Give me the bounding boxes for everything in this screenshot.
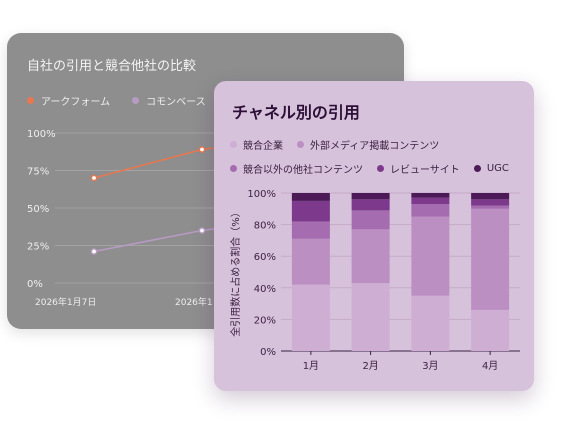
data-point — [198, 227, 206, 234]
series-line — [93, 225, 233, 253]
bar-segment — [351, 283, 390, 351]
bar-segment — [471, 193, 510, 200]
bar-segment — [291, 221, 330, 239]
bar-segment — [471, 208, 510, 310]
bar-segment — [411, 295, 450, 351]
channel-stacked-bar-chart: 全引用数に占める割合（%） 0% 20% 40% 60% 80% 100% 1月 2月 3月 4月 — [229, 189, 520, 372]
series-line — [93, 144, 233, 179]
legend-label-competitors: 競合企業 — [243, 141, 283, 152]
legend-label-commonbase: コモンベース — [146, 97, 206, 108]
bar-segment — [411, 204, 450, 217]
bar-segment — [291, 238, 330, 285]
legend-dot-external-media — [297, 141, 304, 148]
legend-label-arcform: アークフォーム — [41, 97, 111, 108]
bar-segment — [411, 197, 450, 205]
y-tick-label: 75% — [27, 167, 49, 178]
legend-item-competitors[interactable]: 競合企業 — [230, 137, 283, 152]
bar-segment — [351, 199, 390, 211]
bar-segment — [351, 229, 390, 284]
legend-item-other-companies[interactable]: 競合以外の他社コンテンツ — [230, 161, 363, 176]
bar-segment — [471, 309, 510, 351]
bar-segment — [291, 200, 330, 222]
bar-segment — [291, 284, 330, 351]
x-tick-label: 2月 — [362, 360, 378, 372]
legend-label-other-companies: 競合以外の他社コンテンツ — [243, 165, 363, 176]
legend-row: 競合企業 外部メディア掲載コンテンツ — [230, 137, 530, 152]
y-tick-label: 60% — [254, 252, 276, 263]
bar-segment — [411, 193, 450, 198]
legend-item-arcform[interactable]: アークフォーム — [27, 93, 110, 108]
x-tick-label: 4月 — [482, 360, 498, 372]
y-tick-label: 40% — [254, 284, 276, 295]
x-tick-label: 2026年1月7日 — [35, 296, 96, 308]
legend-dot-competitors — [230, 141, 237, 148]
x-tick-label: 1月 — [303, 360, 319, 372]
competitor-line-chart: 0% 25% 50% 75% 100% 2026年1月7日 2026年1 — [27, 129, 404, 308]
bar-segment — [351, 210, 390, 230]
bar-segment — [471, 205, 510, 209]
data-point — [198, 146, 206, 153]
y-tick-label: 0% — [260, 347, 276, 358]
legend-dot-commonbase — [132, 97, 140, 104]
channel-chart-legend: 競合企業 外部メディア掲載コンテンツ 競合以外の他社コンテンツ レビューサイト … — [230, 137, 530, 185]
legend-dot-other-companies — [230, 165, 237, 172]
bar-segment — [351, 193, 390, 200]
legend-label-external-media: 外部メディア掲載コンテンツ — [310, 141, 440, 152]
data-point — [90, 174, 98, 182]
y-axis-label: 全引用数に占める割合（%） — [229, 207, 242, 337]
y-tick-label: 25% — [27, 242, 49, 253]
x-tick-label: 3月 — [422, 360, 438, 372]
y-tick-label: 20% — [254, 315, 276, 326]
legend-item-external-media[interactable]: 外部メディア掲載コンテンツ — [297, 137, 439, 152]
y-tick-label: 100% — [247, 189, 276, 200]
legend-label-review-sites: レビューサイト — [390, 165, 460, 176]
bar-segment — [471, 199, 510, 206]
competitor-chart-title: 自社の引用と競合他社の比較 — [27, 59, 197, 74]
legend-dot-arcform — [27, 97, 34, 104]
bar-segment — [411, 216, 450, 296]
channel-citation-card: チャネル別の引用 競合企業 外部メディア掲載コンテンツ 競合以外の他社コンテンツ… — [214, 81, 534, 391]
legend-item-commonbase[interactable]: コモンベース — [132, 93, 206, 108]
y-tick-label: 100% — [27, 129, 56, 140]
competitor-chart-legend: アークフォーム コモンベース — [27, 93, 206, 108]
x-tick-label: 2026年1 — [175, 296, 213, 308]
bar-segment — [291, 193, 330, 201]
y-tick-label: 80% — [254, 221, 276, 232]
data-point — [90, 248, 98, 255]
legend-item-ugc[interactable]: UGC — [473, 161, 509, 176]
legend-row: 競合以外の他社コンテンツ レビューサイト UGC — [230, 161, 530, 176]
y-tick-label: 50% — [27, 204, 49, 215]
legend-item-review-sites[interactable]: レビューサイト — [377, 161, 460, 176]
legend-dot-ugc — [473, 165, 481, 172]
channel-chart-title: チャネル別の引用 — [232, 103, 360, 122]
y-tick-label: 0% — [27, 279, 43, 290]
legend-dot-review-sites — [377, 165, 384, 172]
legend-label-ugc: UGC — [486, 163, 509, 174]
